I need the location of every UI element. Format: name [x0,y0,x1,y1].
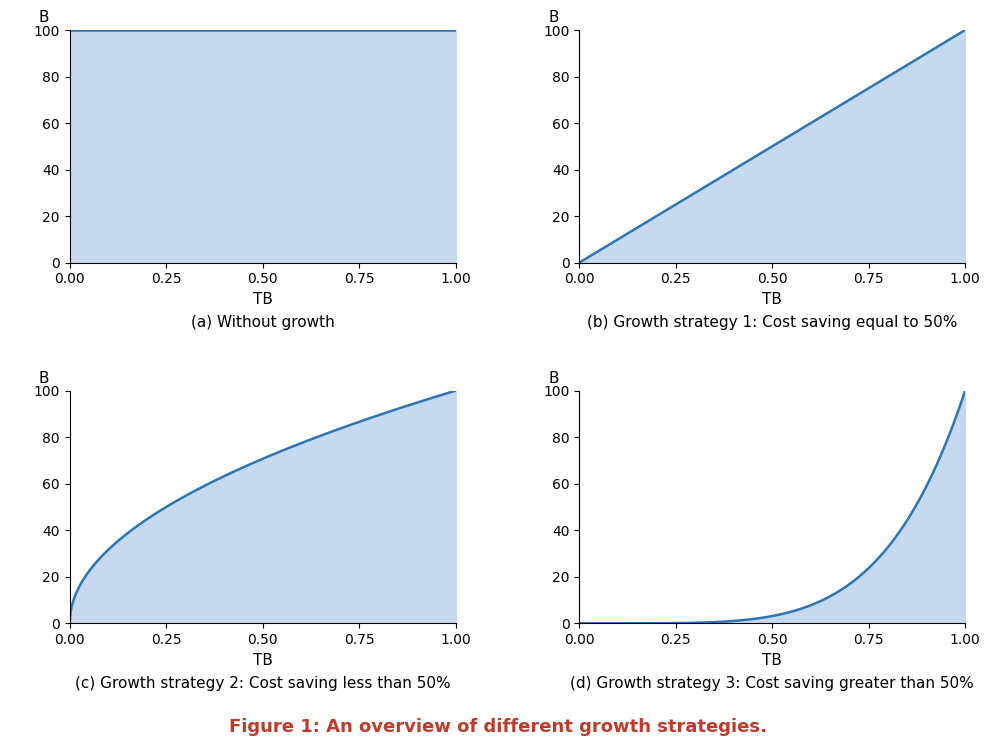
Text: (a) Without growth: (a) Without growth [191,315,334,330]
Text: (b) Growth strategy 1: Cost saving equal to 50%: (b) Growth strategy 1: Cost saving equal… [586,315,956,330]
Text: B: B [548,371,559,386]
Text: (d) Growth strategy 3: Cost saving greater than 50%: (d) Growth strategy 3: Cost saving great… [570,676,973,691]
Text: (c) Growth strategy 2: Cost saving less than 50%: (c) Growth strategy 2: Cost saving less … [75,676,450,691]
Text: B: B [548,11,559,26]
Text: B: B [39,11,50,26]
X-axis label: TB: TB [252,292,272,307]
Text: Figure 1: An overview of different growth strategies.: Figure 1: An overview of different growt… [229,718,765,736]
X-axis label: TB: TB [252,653,272,668]
Text: B: B [39,371,50,386]
X-axis label: TB: TB [761,653,781,668]
X-axis label: TB: TB [761,292,781,307]
